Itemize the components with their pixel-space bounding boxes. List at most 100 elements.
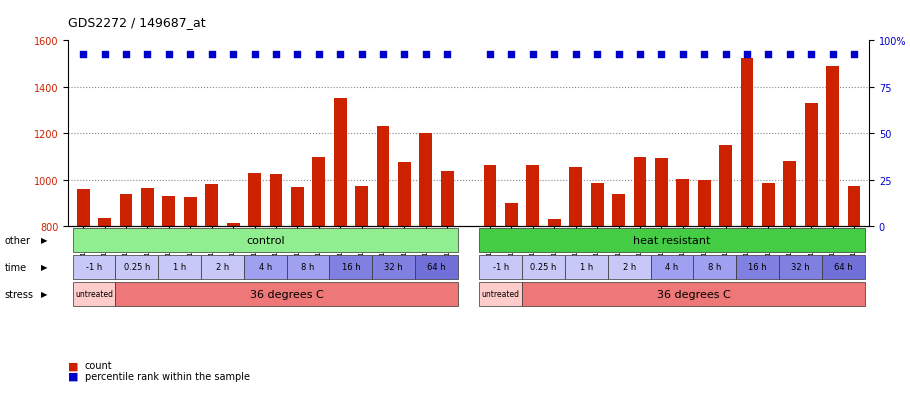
Text: 36 degrees C: 36 degrees C [249, 289, 324, 299]
Point [761, 52, 775, 58]
Text: stress: stress [5, 289, 34, 299]
Text: 64 h: 64 h [834, 263, 853, 272]
Bar [334, 99, 347, 227]
Bar [698, 180, 711, 227]
FancyBboxPatch shape [329, 255, 372, 279]
Text: 0.25 h: 0.25 h [531, 263, 557, 272]
Bar [719, 146, 732, 227]
Bar [312, 157, 325, 227]
Point [718, 52, 733, 58]
Point [654, 52, 669, 58]
Point [483, 52, 498, 58]
Point [590, 52, 604, 58]
Bar [355, 186, 368, 227]
FancyBboxPatch shape [116, 255, 158, 279]
FancyBboxPatch shape [73, 228, 458, 252]
Text: 4 h: 4 h [258, 263, 272, 272]
Bar [804, 104, 818, 227]
Point [740, 52, 754, 58]
Bar [548, 220, 561, 227]
Point [547, 52, 561, 58]
FancyBboxPatch shape [244, 255, 287, 279]
Point [632, 52, 647, 58]
Bar [141, 188, 154, 227]
Text: 16 h: 16 h [341, 263, 360, 272]
Point [504, 52, 519, 58]
Text: ▶: ▶ [41, 290, 47, 299]
Text: ■: ■ [68, 371, 79, 381]
Text: 64 h: 64 h [427, 263, 446, 272]
Point [97, 52, 112, 58]
Point [440, 52, 454, 58]
Text: ▶: ▶ [41, 236, 47, 245]
Bar [248, 173, 261, 227]
Bar [269, 175, 282, 227]
Text: ■: ■ [68, 361, 79, 370]
FancyBboxPatch shape [158, 255, 201, 279]
Point [248, 52, 262, 58]
Bar [420, 134, 432, 227]
Bar [591, 184, 603, 227]
Text: 32 h: 32 h [791, 263, 810, 272]
Text: 4 h: 4 h [665, 263, 679, 272]
Bar [483, 165, 497, 227]
Bar [505, 204, 518, 227]
Point [526, 52, 541, 58]
Point [419, 52, 433, 58]
Point [354, 52, 369, 58]
FancyBboxPatch shape [73, 255, 116, 279]
Point [333, 52, 348, 58]
Text: 2 h: 2 h [216, 263, 229, 272]
Text: percentile rank within the sample: percentile rank within the sample [85, 371, 249, 381]
Bar [377, 127, 389, 227]
FancyBboxPatch shape [73, 282, 116, 306]
FancyBboxPatch shape [565, 255, 608, 279]
Text: 2 h: 2 h [622, 263, 636, 272]
Text: control: control [246, 235, 285, 245]
FancyBboxPatch shape [822, 255, 864, 279]
Bar [826, 67, 839, 227]
Bar [741, 59, 753, 227]
Text: GDS2272 / 149687_at: GDS2272 / 149687_at [68, 16, 206, 29]
FancyBboxPatch shape [415, 255, 458, 279]
Bar [184, 198, 197, 227]
Point [226, 52, 240, 58]
Point [376, 52, 390, 58]
Point [311, 52, 326, 58]
Text: time: time [5, 262, 26, 272]
Point [612, 52, 626, 58]
FancyBboxPatch shape [201, 255, 244, 279]
FancyBboxPatch shape [116, 282, 458, 306]
FancyBboxPatch shape [651, 255, 693, 279]
Bar [762, 184, 774, 227]
Bar [570, 168, 582, 227]
Point [804, 52, 818, 58]
Point [675, 52, 690, 58]
Bar [847, 186, 861, 227]
Point [183, 52, 197, 58]
Bar [633, 157, 646, 227]
FancyBboxPatch shape [608, 255, 651, 279]
Text: 8 h: 8 h [708, 263, 722, 272]
Bar [612, 194, 625, 227]
FancyBboxPatch shape [522, 255, 565, 279]
Point [268, 52, 283, 58]
Bar [291, 188, 304, 227]
Point [119, 52, 134, 58]
Bar [227, 223, 239, 227]
Bar [655, 158, 668, 227]
Point [825, 52, 840, 58]
Bar [98, 218, 111, 227]
Text: untreated: untreated [481, 290, 520, 299]
Point [783, 52, 797, 58]
Text: ▶: ▶ [41, 263, 47, 272]
Text: -1 h: -1 h [492, 263, 509, 272]
Text: untreated: untreated [75, 290, 113, 299]
Point [697, 52, 712, 58]
Text: 0.25 h: 0.25 h [124, 263, 150, 272]
Text: -1 h: -1 h [86, 263, 102, 272]
FancyBboxPatch shape [736, 255, 779, 279]
Text: 36 degrees C: 36 degrees C [657, 289, 731, 299]
FancyBboxPatch shape [693, 255, 736, 279]
Text: other: other [5, 235, 31, 245]
